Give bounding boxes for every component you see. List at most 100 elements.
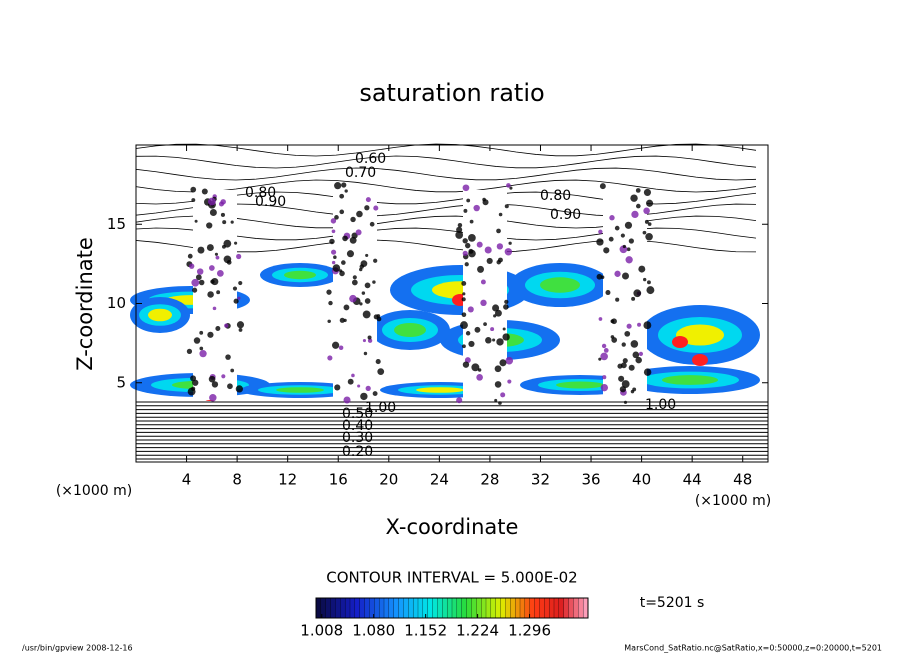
cloud-speck [192, 379, 199, 386]
colorbar-cell [519, 597, 526, 619]
cloud-speck [462, 250, 468, 256]
cloud-speck [209, 394, 217, 402]
colorbar-cell [485, 597, 492, 619]
cloud-speck [494, 381, 502, 388]
cloud-speck [476, 374, 483, 381]
cloud-speck [191, 278, 200, 287]
contour-label: 1.00 [645, 397, 676, 413]
cloud-speck [237, 296, 241, 300]
shade [276, 387, 324, 393]
colorbar-tick-label: 1.080 [352, 622, 395, 640]
cloud-speck [620, 233, 625, 238]
cloud-speck [372, 280, 376, 284]
cloud-speck [610, 319, 615, 324]
cloud-speck [327, 355, 333, 361]
colorbar-cell [378, 597, 385, 619]
colorbar-cell [408, 597, 414, 619]
colorbar-cell [544, 597, 550, 619]
colorbar-cell [388, 597, 395, 619]
colorbar-cell [558, 597, 565, 619]
colorbar-cell [393, 597, 400, 619]
cloud-speck [334, 182, 342, 190]
colorbar-cell [461, 597, 468, 619]
cloud-speck [474, 326, 481, 333]
cloud-speck [196, 268, 204, 275]
cloud-speck [603, 247, 610, 254]
cloud-speck [216, 269, 224, 277]
colorbar-frame [315, 597, 589, 619]
cloud-speck [471, 363, 480, 372]
x-tick-label: 40 [632, 471, 651, 489]
cloud-speck [189, 263, 195, 269]
cloud-speck [349, 236, 357, 244]
cloud-speck [643, 368, 652, 376]
cloud-speck [643, 207, 650, 215]
cloud-speck [364, 205, 370, 211]
cloud-speck [506, 183, 511, 188]
x-tick-label: 28 [480, 471, 499, 489]
cloud-speck [225, 354, 231, 360]
cloud-speck [610, 335, 615, 339]
cloud-speck [499, 359, 507, 367]
colorbar-tick-label: 1.224 [456, 622, 499, 640]
cloud-speck [223, 255, 232, 264]
cloud-speck [373, 258, 378, 263]
colorbar-cell [432, 597, 438, 619]
shade [662, 375, 718, 385]
cloud-speck [635, 356, 642, 364]
cloud-speck [186, 348, 193, 355]
contour-label: 0.90 [550, 207, 581, 223]
colorbar-tick-label: 1.008 [300, 622, 343, 640]
cloud-speck [333, 255, 337, 259]
colorbar-cell [330, 597, 336, 619]
cloud-speck [364, 298, 371, 304]
cloud-speck [461, 312, 467, 318]
cloud-speck [502, 327, 506, 331]
cloud-speck [615, 297, 620, 302]
shade [284, 270, 316, 280]
footer-left: /usr/bin/gpview 2008-12-16 [22, 644, 133, 653]
cloud-speck [199, 346, 204, 351]
cloud-speck [636, 203, 641, 209]
x-tick-label: 12 [278, 471, 297, 489]
colorbar-cell [427, 597, 434, 619]
colorbar-cell [495, 597, 502, 619]
contour-label: 1.00 [365, 400, 396, 416]
cloud-speck [221, 374, 226, 379]
contour-label: 0.80 [245, 185, 276, 201]
cloud-speck [647, 222, 652, 226]
cloud-speck [209, 265, 215, 271]
cloud-speck [373, 205, 379, 211]
colorbar-cell [568, 597, 574, 619]
cloud-speck [609, 215, 615, 221]
cloud-speck [350, 216, 356, 223]
cloud-speck [482, 197, 486, 202]
cloud-speck [223, 239, 232, 248]
cloud-speck [355, 229, 362, 236]
cloud-speck [191, 386, 196, 391]
x-tick-label: 48 [733, 471, 752, 489]
cloud-speck [209, 209, 217, 217]
cloud-speck [367, 338, 373, 343]
y-unit: (×1000 m) [56, 483, 132, 499]
colorbar-cell [451, 597, 458, 619]
colorbar: 1.008 1.080 1.152 1.224 1.296 [300, 597, 589, 640]
cloud-speck [598, 317, 603, 321]
contour-line [135, 155, 757, 169]
cloud-speck [236, 253, 242, 260]
cloud-speck [357, 384, 361, 388]
cloud-speck [600, 383, 609, 392]
cloud-speck [480, 279, 486, 285]
colorbar-cell [553, 597, 560, 619]
cloud-speck [195, 274, 202, 281]
cloud-speck [500, 392, 506, 398]
cloud-speck [369, 221, 375, 227]
cloud-speck [227, 383, 233, 390]
colorbar-cell [335, 597, 341, 619]
colorbar-cell [471, 597, 477, 619]
colorbar-cell [315, 597, 322, 619]
cloud-speck [504, 204, 509, 209]
cloud-speck [351, 279, 358, 286]
cloud-speck [505, 356, 514, 365]
cloud-speck [484, 246, 492, 254]
